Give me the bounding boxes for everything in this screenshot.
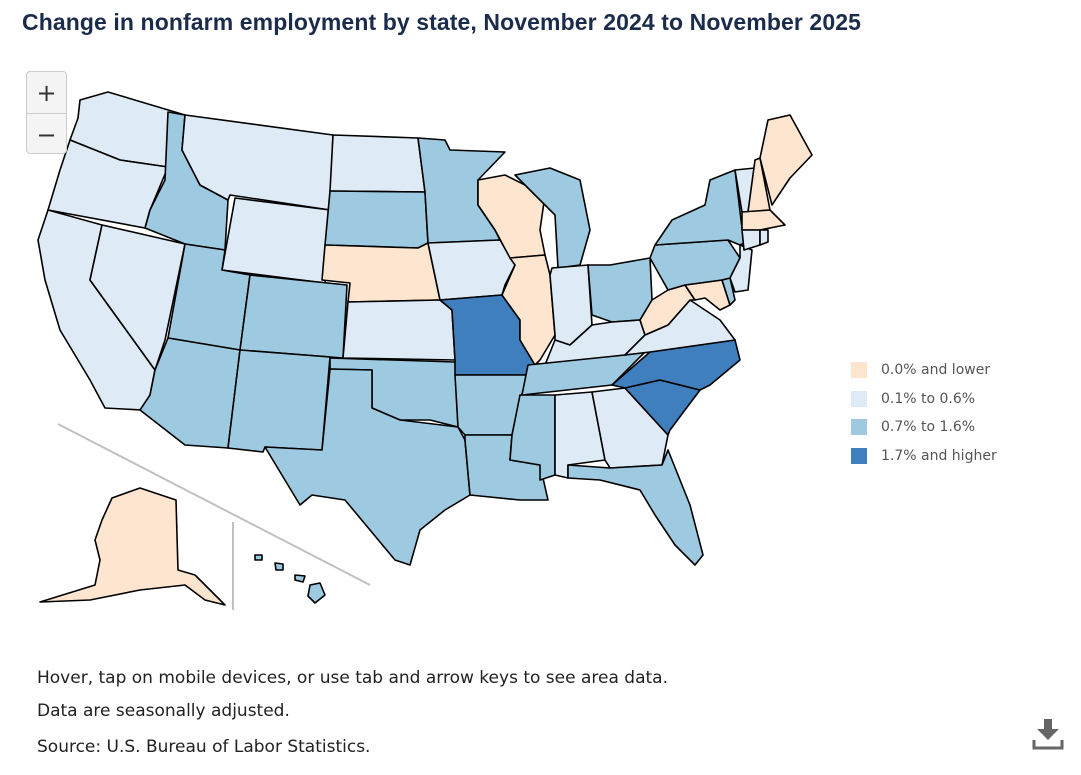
state-ny[interactable] <box>654 169 751 246</box>
state-tn[interactable] <box>521 351 646 396</box>
state-nj[interactable] <box>729 244 753 293</box>
zoom-in-button[interactable]: + <box>27 72 66 114</box>
state-fl[interactable] <box>567 449 704 566</box>
legend-label: 0.0% and lower <box>881 362 991 379</box>
state-hi-oahu[interactable] <box>274 562 284 571</box>
legend-swatch <box>851 362 867 379</box>
zoom-out-button[interactable]: − <box>36 120 57 149</box>
state-ma[interactable] <box>741 209 786 231</box>
state-mi[interactable] <box>514 167 591 269</box>
legend-item-0-and-lower[interactable]: 0.0% and lower <box>851 356 997 385</box>
legend-label: 0.7% to 1.6% <box>881 419 976 436</box>
legend-label: 0.1% to 0.6% <box>881 390 976 407</box>
state-ks[interactable] <box>342 299 456 361</box>
state-me[interactable] <box>759 114 813 206</box>
download-icon <box>1032 719 1064 750</box>
chart-notes: Hover, tap on mobile devices, or use tab… <box>37 662 668 764</box>
zoom-control: + − <box>26 71 67 154</box>
legend-item-17-and-higher[interactable]: 1.7% and higher <box>851 442 997 471</box>
chart-title: Change in nonfarm employment by state, N… <box>22 9 861 35</box>
seasonal-note: Data are seasonally adjusted. <box>37 701 290 721</box>
inset-divider <box>57 423 371 586</box>
legend-item-01-to-06[interactable]: 0.1% to 0.6% <box>851 385 997 414</box>
legend: 0.0% and lower 0.1% to 0.6% 0.7% to 1.6%… <box>851 356 997 470</box>
state-sd[interactable] <box>324 190 429 249</box>
source-note: Source: U.S. Bureau of Labor Statistics. <box>37 737 371 757</box>
state-oh[interactable] <box>587 257 653 323</box>
state-ak[interactable] <box>39 487 226 606</box>
download-button[interactable] <box>1030 716 1066 752</box>
state-co[interactable] <box>239 274 348 359</box>
us-state-map[interactable] <box>0 0 1081 640</box>
state-wy[interactable] <box>221 197 331 284</box>
state-hi-maui[interactable] <box>294 574 306 583</box>
state-hi-kauai[interactable] <box>254 554 263 561</box>
legend-swatch <box>851 447 867 464</box>
legend-swatch <box>851 390 867 407</box>
legend-item-07-to-16[interactable]: 0.7% to 1.6% <box>851 413 997 442</box>
interaction-hint: Hover, tap on mobile devices, or use tab… <box>37 668 668 688</box>
legend-label: 1.7% and higher <box>881 447 997 464</box>
state-nv[interactable] <box>89 224 186 371</box>
state-ia[interactable] <box>427 239 516 301</box>
state-tx[interactable] <box>264 368 471 566</box>
state-nm[interactable] <box>227 349 331 453</box>
state-nd[interactable] <box>329 134 426 193</box>
state-hi[interactable] <box>307 582 326 604</box>
legend-swatch <box>851 419 867 436</box>
state-ct[interactable] <box>741 229 761 251</box>
state-ri[interactable] <box>759 229 769 246</box>
